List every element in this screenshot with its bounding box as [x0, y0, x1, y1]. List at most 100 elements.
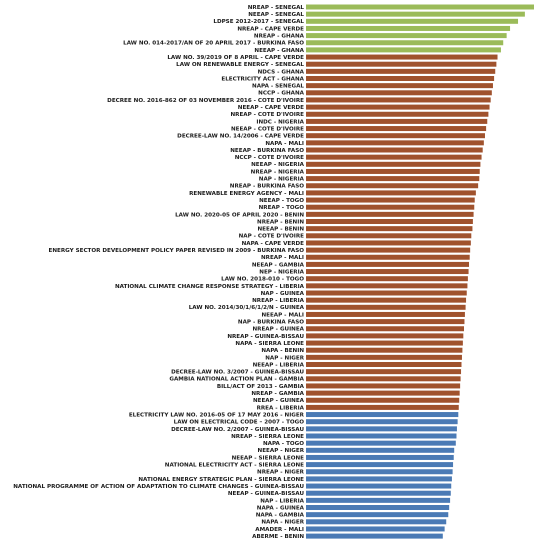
bar-47	[306, 333, 464, 339]
bar-46	[306, 326, 465, 332]
bar-label-63: NEEAP - NIGER	[258, 448, 305, 454]
bar-23	[306, 161, 481, 167]
bar-51	[306, 362, 462, 367]
bar-48	[306, 340, 463, 346]
bar-label-69: NEEAP - GUINEA-BISSAU	[228, 491, 305, 497]
bar-37	[306, 261, 470, 267]
bar-label-42: NREAP - LIBERIA	[252, 298, 305, 304]
bar-label-32: NEEAP - BENIN	[258, 227, 305, 233]
bar-17	[306, 118, 488, 124]
bar-63	[306, 447, 455, 453]
bar-label-16: NREAP - COTE D'IVOIRE	[230, 112, 304, 118]
bar-74	[306, 526, 445, 532]
bar-27	[306, 190, 476, 196]
bar-label-3: LDPSE 2012-2017 - SENEGAL	[213, 19, 304, 25]
bar-55	[306, 390, 460, 396]
bar-41	[306, 290, 467, 296]
bar-label-43: LAW NO. 2014/30/1/6/1/2/N - GUINEA	[189, 305, 305, 311]
bar-label-23: NEEAP - NIGERIA	[251, 162, 305, 168]
bar-32	[306, 226, 473, 232]
bar-58	[306, 412, 459, 418]
bars-group	[306, 4, 534, 539]
bar-label-55: NREAP - GAMBIA	[251, 391, 304, 397]
bar-label-18: NEEAP - COTE D'IVOIRE	[231, 126, 304, 132]
bar-label-45: NAP - BURKINA FASO	[238, 320, 304, 326]
bar-2	[306, 11, 525, 17]
bar-11	[306, 76, 495, 81]
bar-label-64: NEEAP - SIERRA LEONE	[232, 455, 305, 461]
bar-label-10: NDCS - GHANA	[258, 69, 305, 75]
bar-59	[306, 419, 458, 425]
bar-49	[306, 347, 463, 353]
bar-71	[306, 505, 450, 510]
bar-7	[306, 47, 501, 53]
bar-label-27: RENEWABLE ENERGY AGENCY - MALI	[189, 191, 304, 197]
bar-label-17: INDC - NIGERIA	[256, 119, 304, 125]
bar-label-2: NEEAP - SENEGAL	[248, 12, 304, 18]
bar-33	[306, 233, 472, 239]
bar-label-25: NAP - NIGERIA	[259, 177, 305, 183]
bar-25	[306, 176, 480, 182]
bar-30	[306, 211, 474, 217]
bar-label-67: NATIONAL ENERGY STRATEGIC PLAN - SIERRA …	[138, 477, 304, 483]
bar-38	[306, 269, 469, 275]
bar-label-51: NEEAP - LIBERIA	[253, 362, 305, 368]
bar-6	[306, 40, 504, 46]
bar-label-48: NAPA - SIERRA LEONE	[235, 341, 304, 347]
bar-label-74: AMADER - MALI	[255, 527, 304, 533]
bar-label-71: NAPA - GUINEA	[257, 505, 305, 511]
bar-67	[306, 476, 452, 482]
bar-14	[306, 97, 491, 103]
bar-label-34: NAPA - CAPE VERDE	[242, 241, 305, 247]
bar-20	[306, 140, 484, 146]
bar-34	[306, 240, 471, 246]
bar-54	[306, 383, 461, 389]
bar-16	[306, 111, 489, 117]
bar-9	[306, 61, 497, 67]
bar-52	[306, 369, 462, 375]
bar-65	[306, 462, 454, 468]
bar-61	[306, 433, 457, 439]
bar-18	[306, 126, 487, 132]
bar-label-26: NREAP - BURKINA FASO	[230, 184, 304, 190]
bar-13	[306, 90, 492, 96]
bar-31	[306, 219, 473, 224]
bar-label-72: NAPA - GAMBIA	[256, 513, 305, 519]
bar-label-47: NREAP - GUINEA-BISSAU	[227, 334, 304, 340]
bar-68	[306, 483, 452, 489]
bar-57	[306, 404, 459, 410]
bar-label-14: DECREE NO. 2016-862 OF 03 NOVEMBER 2016 …	[107, 98, 304, 104]
bar-60	[306, 426, 457, 432]
bar-1	[306, 4, 534, 10]
bar-label-75: ABERME - BENIN	[252, 534, 304, 540]
bar-73	[306, 519, 447, 525]
bar-label-8: LAW NO. 39/2019 OF 8 APRIL - CAPE VERDE	[167, 55, 304, 61]
bar-8	[306, 54, 498, 60]
bar-39	[306, 276, 468, 282]
bar-43	[306, 304, 466, 310]
bar-label-5: NREAP - GHANA	[254, 34, 305, 40]
bar-75	[306, 533, 443, 539]
bar-label-66: NREAP - NIGER	[257, 470, 305, 476]
bar-22	[306, 154, 482, 160]
bar-3	[306, 18, 519, 24]
bar-label-11: ELECTRICITY ACT - GHANA	[221, 76, 304, 82]
bar-label-24: NREAP - NIGERIA	[251, 169, 305, 175]
bar-56	[306, 397, 460, 403]
bar-label-30: LAW NO. 2020-05 OF APRIL 2020 - BENIN	[175, 212, 304, 218]
bar-29	[306, 204, 475, 210]
bar-10	[306, 68, 496, 74]
bar-label-61: NREAP - SIERRA LEONE	[231, 434, 304, 440]
bar-label-1: NREAP - SENEGAL	[248, 5, 305, 11]
bar-label-58: ELECTRICITY LAW NO. 2016-05 OF 17 MAY 20…	[129, 412, 305, 418]
bar-label-6: LAW NO. 014-2017/AN OF 20 APRIL 2017 - B…	[123, 41, 304, 47]
bar-19	[306, 133, 485, 139]
bar-26	[306, 183, 479, 189]
bar-44	[306, 311, 465, 317]
bar-label-9: LAW ON RENEWABLE ENERGY - SENEGAL	[176, 62, 304, 68]
bar-62	[306, 440, 456, 446]
bar-36	[306, 254, 470, 260]
bar-label-54: BILL/ACT OF 2013 - GAMBIA	[217, 384, 305, 390]
bar-label-31: NREAP - BENIN	[257, 219, 304, 225]
